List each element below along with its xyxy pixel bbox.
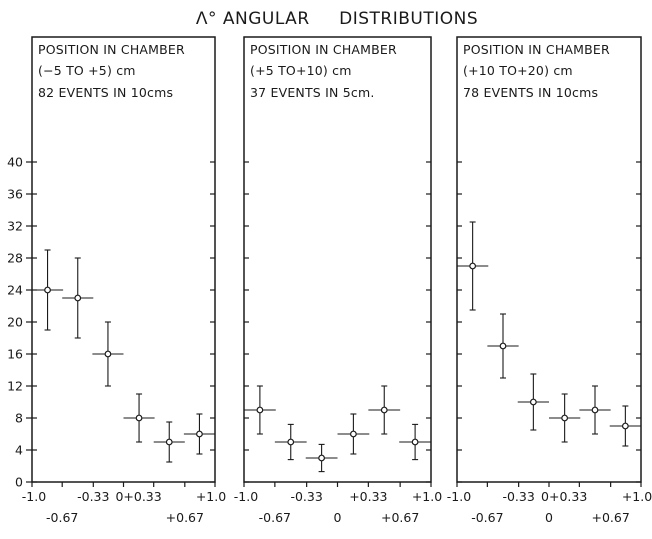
x-tick-label: 0 xyxy=(545,510,553,525)
data-point xyxy=(165,438,173,446)
panel-frame xyxy=(456,36,642,483)
x-tick-label: -0.33 xyxy=(77,489,109,504)
panel-frame xyxy=(243,36,432,483)
chart-panel-3: POSITION IN CHAMBER (+10 TO+20) cm 78 EVEN… xyxy=(447,36,652,525)
data-point xyxy=(287,438,295,446)
x-tick-label: -0.67 xyxy=(46,510,78,525)
x-tick-label: +0.67 xyxy=(591,510,629,525)
x-tick-label: -1.0 xyxy=(22,489,46,504)
chart-panel-2: POSITION IN CHAMBER (+5 TO+10) cm 37 EVENT… xyxy=(234,36,442,525)
panel-label-line: 78 EVENTS IN 10cms xyxy=(463,85,598,100)
data-point xyxy=(318,454,326,462)
data-point xyxy=(74,294,82,302)
data-point xyxy=(621,422,629,430)
panels: POSITION IN CHAMBER (−5 TO +5) cm 82 EVENT… xyxy=(7,36,652,525)
panel-label-line: (+5 TO+10) cm xyxy=(250,63,352,78)
y-tick-label: 32 xyxy=(7,219,23,234)
x-tick-label: +1.0 xyxy=(622,489,652,504)
panel-label-line: (−5 TO +5) cm xyxy=(38,63,136,78)
data-point xyxy=(380,406,388,414)
data-point xyxy=(469,262,477,270)
x-tick-label: +0.67 xyxy=(166,510,204,525)
y-tick-label: 8 xyxy=(15,411,23,426)
x-tick-label: 0+0.33 xyxy=(115,489,161,504)
x-tick-label: -0.33 xyxy=(290,489,322,504)
x-tick-label: +0.67 xyxy=(381,510,419,525)
panel-label-line: 82 EVENTS IN 10cms xyxy=(38,85,173,100)
panel-label-line: POSITION IN CHAMBER xyxy=(250,42,397,57)
x-tick-label: 0+0.33 xyxy=(541,489,587,504)
y-tick-label: 20 xyxy=(7,315,23,330)
x-tick-label: 0 xyxy=(334,510,342,525)
data-point xyxy=(349,430,357,438)
panel-label-line: 37 EVENTS IN 5cm. xyxy=(250,85,375,100)
figure-title: Λ° ANGULAR DISTRIBUTIONS xyxy=(196,9,478,29)
x-tick-label: +1.0 xyxy=(412,489,442,504)
panel-label-line: (+10 TO+20) cm xyxy=(463,63,573,78)
data-point xyxy=(44,286,51,294)
x-tick-label: -0.33 xyxy=(502,489,534,504)
y-tick-label: 12 xyxy=(7,379,23,394)
y-tick-label: 16 xyxy=(7,347,23,362)
y-tick-label: 40 xyxy=(7,155,23,170)
y-tick-label: 24 xyxy=(7,283,23,298)
y-tick-label: 0 xyxy=(15,475,23,490)
data-point xyxy=(529,398,537,406)
data-point xyxy=(411,438,419,446)
y-tick-label: 28 xyxy=(7,251,23,266)
data-point xyxy=(591,406,599,414)
x-tick-label: -0.67 xyxy=(259,510,291,525)
chart-panel-1: POSITION IN CHAMBER (−5 TO +5) cm 82 EVENT… xyxy=(7,36,226,525)
x-tick-label: -1.0 xyxy=(447,489,471,504)
panel-label-line: POSITION IN CHAMBER xyxy=(463,42,610,57)
x-tick-label: -1.0 xyxy=(234,489,258,504)
x-tick-label: -0.67 xyxy=(471,510,503,525)
x-tick-label: +0.33 xyxy=(349,489,387,504)
data-point xyxy=(256,406,264,414)
panel-label-line: POSITION IN CHAMBER xyxy=(38,42,185,57)
data-point xyxy=(104,350,112,358)
data-point xyxy=(561,414,569,422)
data-point xyxy=(135,414,143,422)
data-point xyxy=(196,430,203,438)
y-tick-label: 4 xyxy=(15,443,23,458)
y-tick-label: 36 xyxy=(7,187,23,202)
data-point xyxy=(499,342,507,350)
x-tick-label: +1.0 xyxy=(196,489,226,504)
panel-frame xyxy=(31,36,216,483)
